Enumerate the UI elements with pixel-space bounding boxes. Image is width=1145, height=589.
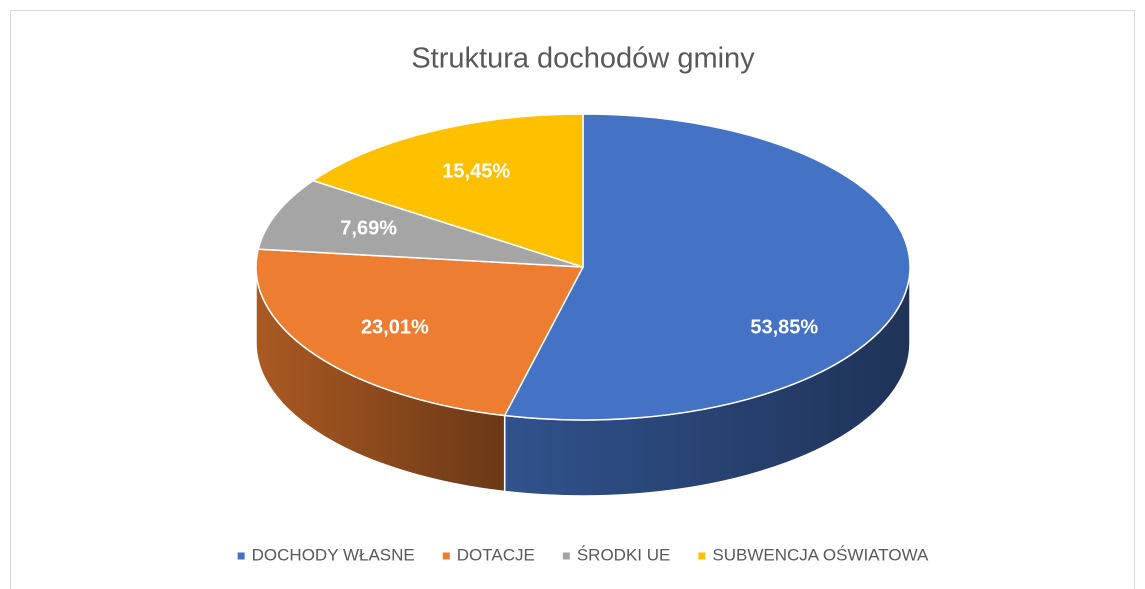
legend-label: ŚRODKI UE: [577, 545, 671, 564]
legend-label: SUBWENCJA OŚWIATOWA: [712, 545, 929, 564]
data-label: 7,69%: [340, 218, 397, 240]
legend-label: DOCHODY WŁASNE: [252, 545, 415, 564]
data-label: 15,45%: [442, 161, 510, 183]
legend-swatch: [442, 552, 450, 560]
pie-slice: [255, 248, 585, 417]
chart-title: Struktura dochodów gminy: [411, 43, 755, 75]
data-label: 53,85%: [750, 317, 818, 339]
legend-swatch: [698, 552, 706, 560]
pie-slice: [311, 113, 584, 269]
legend-swatch: [562, 552, 570, 560]
legend-label: DOTACJE: [457, 545, 535, 564]
data-label: 23,01%: [361, 316, 429, 338]
legend-swatch: [237, 552, 245, 560]
pie-slice: [503, 113, 911, 421]
pie-slice: [257, 179, 584, 268]
